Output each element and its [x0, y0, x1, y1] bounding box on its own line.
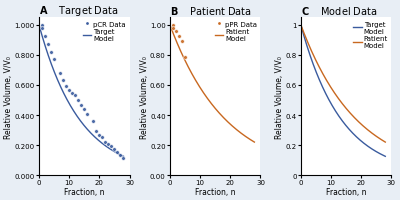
Point — [66, 89, 72, 92]
Target
Model — [348, 130, 353, 133]
Point — [57, 72, 63, 75]
Point — [170, 24, 176, 27]
Point — [170, 28, 176, 31]
Point — [63, 85, 69, 89]
Point — [81, 108, 88, 111]
Point — [179, 40, 185, 43]
Legend: pPR Data, Patient
Model: pPR Data, Patient Model — [214, 22, 257, 42]
Point — [182, 56, 188, 59]
X-axis label: Fraction, n: Fraction, n — [64, 187, 104, 196]
Point — [111, 148, 118, 151]
Line: Patient
Model: Patient Model — [301, 26, 385, 142]
Point — [117, 154, 124, 157]
Target
Model — [375, 151, 380, 154]
Y-axis label: Relative Volume, V/V₀: Relative Volume, V/V₀ — [275, 56, 284, 138]
Target
Model — [383, 155, 388, 158]
Point — [102, 141, 108, 144]
Text: $\bf{C}$    Model Data: $\bf{C}$ Model Data — [301, 5, 377, 17]
Point — [69, 92, 75, 95]
X-axis label: Fraction, n: Fraction, n — [195, 187, 236, 196]
Point — [105, 143, 112, 146]
Patient
Model — [299, 25, 304, 28]
Point — [39, 24, 45, 27]
Y-axis label: Relative Volume, V/V₀: Relative Volume, V/V₀ — [4, 56, 13, 138]
Patient
Model — [298, 24, 303, 27]
Point — [114, 151, 121, 154]
Y-axis label: Relative Volume, V/V₀: Relative Volume, V/V₀ — [140, 56, 148, 138]
Target
Model — [350, 132, 355, 134]
Point — [42, 35, 48, 38]
Patient
Model — [383, 141, 388, 144]
Point — [75, 99, 82, 102]
Point — [108, 145, 115, 148]
Point — [84, 113, 90, 116]
Point — [51, 58, 57, 61]
Point — [173, 31, 179, 34]
Point — [45, 43, 51, 46]
Target
Model — [299, 25, 304, 28]
Target
Model — [349, 131, 354, 133]
Point — [39, 28, 45, 31]
Legend: Target
Model, Patient
Model: Target Model, Patient Model — [353, 22, 388, 49]
Patient
Model — [370, 132, 374, 135]
Point — [90, 120, 96, 123]
X-axis label: Fraction, n: Fraction, n — [326, 187, 366, 196]
Target
Model — [370, 148, 374, 150]
Text: $\bf{A}$    Target Data: $\bf{A}$ Target Data — [39, 4, 118, 18]
Target
Model — [298, 24, 303, 27]
Point — [99, 136, 106, 139]
Point — [96, 133, 102, 137]
Patient
Model — [350, 115, 355, 117]
Line: Target
Model: Target Model — [301, 26, 385, 157]
Patient
Model — [348, 113, 353, 115]
Point — [93, 130, 100, 133]
Point — [120, 157, 127, 160]
Patient
Model — [349, 113, 354, 116]
Point — [78, 103, 84, 107]
Point — [60, 79, 66, 83]
Text: $\bf{B}$    Patient Data: $\bf{B}$ Patient Data — [170, 5, 252, 17]
Point — [48, 51, 54, 54]
Point — [176, 35, 182, 38]
Point — [72, 94, 78, 98]
Legend: pCR Data, Target
Model: pCR Data, Target Model — [83, 22, 126, 42]
Patient
Model — [375, 136, 380, 139]
